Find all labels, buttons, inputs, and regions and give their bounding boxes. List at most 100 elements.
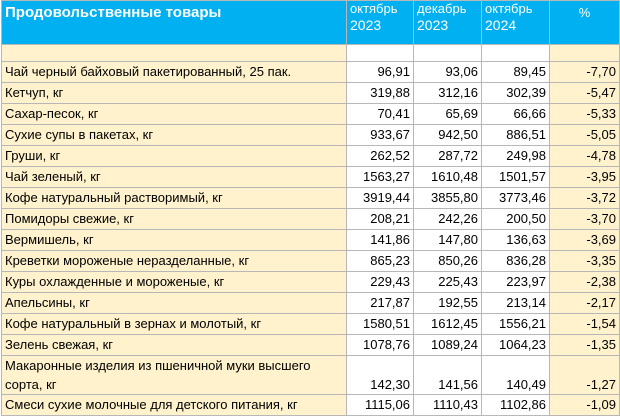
spacer-cell [1, 44, 347, 62]
price-dec-2023: 3855,80 [413, 187, 482, 209]
product-name: Смеси сухие молочные для детского питани… [1, 394, 347, 416]
table-row: Сахар-песок, кг 70,41 65,69 66,66 -5,33 [1, 103, 620, 125]
table-row: Смеси сухие молочные для детского питани… [1, 394, 620, 416]
product-name: Чай зеленый, кг [1, 166, 347, 188]
price-oct-2024: 66,66 [481, 103, 550, 125]
price-dec-2023: 1110,43 [413, 394, 482, 416]
price-oct-2024: 223,97 [481, 271, 550, 293]
table-row: Чай зеленый, кг 1563,27 1610,48 1501,57 … [1, 166, 620, 188]
percent-change: -5,47 [549, 82, 620, 104]
table-row: Сухие супы в пакетах, кг 933,67 942,50 8… [1, 124, 620, 146]
product-name: Вермишель, кг [1, 229, 347, 251]
price-oct-2023: 142,30 [346, 355, 414, 395]
table-row: Зелень свежая, кг 1078,76 1089,24 1064,2… [1, 334, 620, 356]
price-oct-2023: 3919,44 [346, 187, 414, 209]
price-oct-2023: 1078,76 [346, 334, 414, 356]
header-row: Продовольственные товары октябрь 2023 де… [1, 0, 620, 45]
product-name: Креветки мороженые неразделанные, кг [1, 250, 347, 272]
price-oct-2023: 70,41 [346, 103, 414, 125]
price-oct-2023: 217,87 [346, 292, 414, 314]
column-month: октябрь [350, 1, 398, 17]
percent-change: -7,70 [549, 61, 620, 83]
price-oct-2023: 933,67 [346, 124, 414, 146]
spacer-row [1, 44, 620, 62]
price-dec-2023: 225,43 [413, 271, 482, 293]
price-oct-2024: 302,39 [481, 82, 550, 104]
percent-change: -3,70 [549, 208, 620, 230]
percent-change: -3,69 [549, 229, 620, 251]
price-oct-2023: 1580,51 [346, 313, 414, 335]
price-oct-2024: 836,28 [481, 250, 550, 272]
product-name: Чай черный байховый пакетированный, 25 п… [1, 61, 347, 83]
price-oct-2024: 886,51 [481, 124, 550, 146]
price-dec-2023: 312,16 [413, 82, 482, 104]
price-oct-2023: 1563,27 [346, 166, 414, 188]
percent-change: -3,35 [549, 250, 620, 272]
price-oct-2023: 319,88 [346, 82, 414, 104]
product-name: Помидоры свежие, кг [1, 208, 347, 230]
column-header-oct-2024: октябрь 2024 [481, 0, 550, 45]
price-dec-2023: 242,26 [413, 208, 482, 230]
price-oct-2024: 3773,46 [481, 187, 550, 209]
table-row: Креветки мороженые неразделанные, кг 865… [1, 250, 620, 272]
price-oct-2023: 208,21 [346, 208, 414, 230]
product-name: Сухие супы в пакетах, кг [1, 124, 347, 146]
table-row: Макаронные изделия из пшеничной муки выс… [1, 355, 620, 395]
percent-change: -3,72 [549, 187, 620, 209]
price-oct-2024: 1501,57 [481, 166, 550, 188]
price-oct-2024: 1102,86 [481, 394, 550, 416]
price-oct-2023: 141,86 [346, 229, 414, 251]
table-title: Продовольственные товары [1, 0, 347, 45]
price-dec-2023: 192,55 [413, 292, 482, 314]
column-header-percent: % [549, 0, 620, 45]
table-row: Помидоры свежие, кг 208,21 242,26 200,50… [1, 208, 620, 230]
percent-change: -5,33 [549, 103, 620, 125]
product-name: Кофе натуральный в зернах и молотый, кг [1, 313, 347, 335]
table-row: Чай черный байховый пакетированный, 25 п… [1, 61, 620, 83]
price-oct-2024: 1064,23 [481, 334, 550, 356]
price-dec-2023: 147,80 [413, 229, 482, 251]
product-name: Апельсины, кг [1, 292, 347, 314]
spacer-cell [549, 44, 620, 62]
percent-change: -1,09 [549, 394, 620, 416]
product-name: Макаронные изделия из пшеничной муки выс… [1, 355, 347, 395]
spacer-cell [481, 44, 550, 62]
price-oct-2024: 1556,21 [481, 313, 550, 335]
price-oct-2024: 89,45 [481, 61, 550, 83]
price-dec-2023: 942,50 [413, 124, 482, 146]
product-name: Кофе натуральный растворимый, кг [1, 187, 347, 209]
table-row: Вермишель, кг 141,86 147,80 136,63 -3,69 [1, 229, 620, 251]
column-header-dec-2023: декабрь 2023 [413, 0, 482, 45]
percent-change: -5,05 [549, 124, 620, 146]
product-name: Груши, кг [1, 145, 347, 167]
table-row: Кофе натуральный растворимый, кг 3919,44… [1, 187, 620, 209]
price-dec-2023: 287,72 [413, 145, 482, 167]
price-dec-2023: 1089,24 [413, 334, 482, 356]
price-oct-2024: 249,98 [481, 145, 550, 167]
price-oct-2023: 229,43 [346, 271, 414, 293]
percent-change: -1,35 [549, 334, 620, 356]
price-oct-2024: 136,63 [481, 229, 550, 251]
column-month: октябрь [485, 1, 533, 17]
product-name: Сахар-песок, кг [1, 103, 347, 125]
product-name: Кетчуп, кг [1, 82, 347, 104]
price-dec-2023: 65,69 [413, 103, 482, 125]
table-row: Куры охлажденные и мороженые, кг 229,43 … [1, 271, 620, 293]
column-year: 2023 [417, 17, 449, 33]
price-dec-2023: 93,06 [413, 61, 482, 83]
spacer-cell [346, 44, 414, 62]
price-oct-2023: 1115,06 [346, 394, 414, 416]
product-name: Зелень свежая, кг [1, 334, 347, 356]
price-dec-2023: 1610,48 [413, 166, 482, 188]
price-dec-2023: 850,26 [413, 250, 482, 272]
column-year: 2023 [350, 17, 382, 33]
spacer-cell [413, 44, 482, 62]
column-header-oct-2023: октябрь 2023 [346, 0, 414, 45]
price-oct-2024: 213,14 [481, 292, 550, 314]
price-oct-2024: 140,49 [481, 355, 550, 395]
percent-change: -1,27 [549, 355, 620, 395]
table-row: Груши, кг 262,52 287,72 249,98 -4,78 [1, 145, 620, 167]
column-month: декабрь [417, 1, 467, 17]
price-oct-2023: 96,91 [346, 61, 414, 83]
